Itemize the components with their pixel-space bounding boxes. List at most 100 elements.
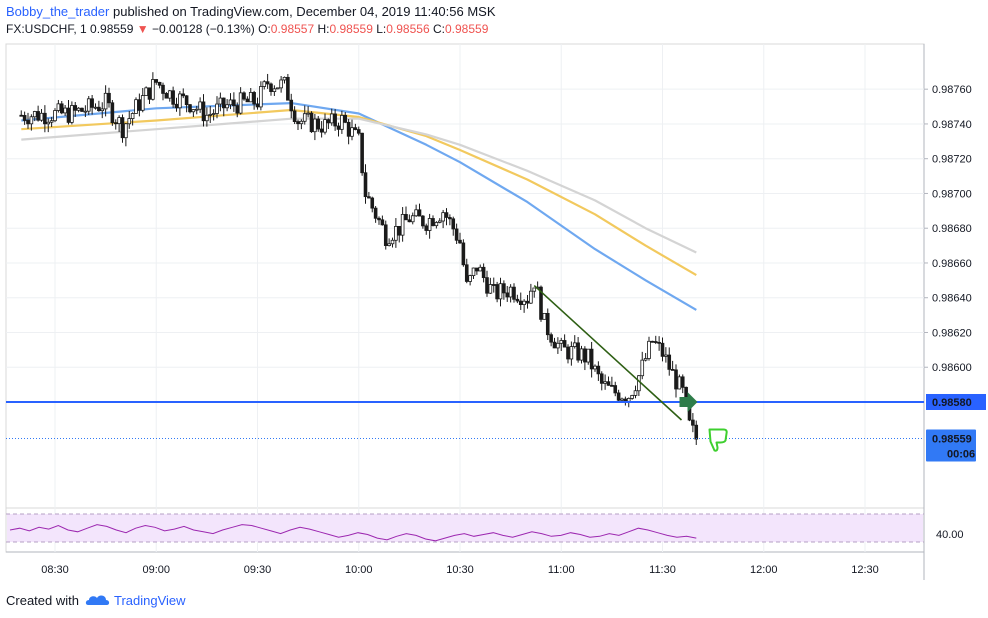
candle-down — [269, 83, 273, 92]
candle-down — [562, 340, 567, 348]
level-price-tag — [926, 393, 986, 410]
time-axis[interactable]: 08:30 09:00 09:30 10:00 10:30 11:00 11:30 12:00… — [41, 564, 879, 576]
candle-up — [387, 243, 391, 246]
candle-down — [545, 312, 550, 336]
candle-down — [309, 112, 314, 133]
candle-down — [110, 102, 115, 124]
candle-down — [475, 267, 479, 272]
published-text: published on TradingView.com, December 0… — [112, 4, 496, 19]
candle-up — [127, 118, 132, 125]
candle-up — [205, 114, 209, 122]
candle-down — [107, 92, 111, 104]
candle-down — [289, 99, 294, 112]
candle-up — [427, 218, 432, 231]
price-change: −0.00128 (−0.13%) — [152, 22, 255, 36]
candle-down — [512, 286, 516, 300]
candles — [19, 72, 699, 445]
candle-up — [238, 92, 243, 114]
price-tick-label: 0.98660 — [932, 258, 972, 270]
candle-down — [154, 79, 159, 83]
candle-down — [660, 342, 665, 357]
candle-down — [694, 424, 699, 440]
candle-up — [211, 113, 216, 115]
candle-up — [167, 90, 172, 99]
author-link[interactable]: Bobby_the_trader — [6, 4, 110, 19]
candle-up — [313, 118, 317, 133]
candle-down — [610, 384, 614, 387]
candle-up — [76, 107, 81, 111]
candle-up — [124, 123, 128, 139]
candle-up — [323, 119, 327, 133]
candle-down — [66, 107, 71, 123]
candle-down — [36, 111, 40, 121]
close-value: 0.98559 — [444, 22, 489, 36]
candle-down — [336, 125, 341, 130]
time-tick-label: 11:00 — [548, 564, 575, 576]
candle-down — [333, 113, 337, 127]
candle-up — [93, 106, 98, 109]
candle-down — [174, 103, 179, 109]
candle-up — [117, 117, 121, 125]
price-levels[interactable]: 0.98580 0.98559 00:06 — [6, 393, 986, 462]
last-price: 0.98559 — [90, 22, 134, 36]
trendline-drawing[interactable] — [533, 284, 683, 421]
candle-up — [56, 103, 61, 111]
candle-up — [640, 359, 645, 377]
tradingview-link[interactable]: TradingView — [114, 593, 186, 608]
candle-up — [262, 81, 267, 87]
candle-down — [383, 224, 388, 246]
close-label: C: — [432, 22, 445, 36]
open-label: O: — [258, 22, 271, 36]
candle-up — [32, 111, 37, 118]
candle-up — [340, 114, 344, 130]
candle-down — [346, 121, 351, 137]
candle-up — [620, 398, 624, 401]
candle-down — [343, 114, 348, 123]
candle-down — [370, 197, 375, 209]
candle-down — [181, 93, 186, 97]
price-tick-label: 0.98680 — [932, 223, 972, 235]
candle-up — [215, 103, 219, 114]
candle-up — [198, 101, 202, 110]
candle-down — [670, 368, 675, 371]
bar-countdown-label: 00:06 — [947, 448, 975, 460]
level-price-label: 0.98580 — [932, 397, 972, 409]
candle-up — [643, 358, 648, 361]
candle-down — [505, 292, 510, 298]
candle-down — [495, 284, 499, 300]
candle-down — [417, 209, 422, 217]
candle-down — [583, 348, 587, 363]
price-tick-label: 0.98640 — [932, 293, 972, 305]
candle-down — [613, 385, 618, 394]
candle-down — [485, 277, 489, 294]
candle-down — [232, 99, 236, 107]
candle-down — [404, 214, 408, 221]
rsi-band — [7, 514, 923, 542]
candle-down — [616, 392, 621, 401]
candle-up — [272, 88, 277, 92]
candle-up — [144, 87, 148, 96]
candle-up — [194, 108, 199, 111]
candle-down — [373, 207, 378, 219]
candle-up — [586, 348, 591, 363]
candle-up — [400, 214, 405, 236]
candle-up — [225, 104, 229, 109]
candle-down — [515, 298, 520, 302]
candle-down — [454, 228, 459, 241]
candle-down — [356, 129, 361, 134]
candle-down — [552, 341, 557, 349]
candle-down — [680, 376, 685, 388]
candle-down — [161, 84, 165, 94]
price-axis[interactable]: 0.98760 0.98740 0.98720 0.98700 0.98680 0.986… — [924, 84, 972, 374]
candle-down — [90, 98, 94, 108]
candle-up — [103, 92, 108, 110]
candle-down — [431, 218, 435, 227]
candle-down — [491, 284, 496, 286]
candle-down — [539, 286, 543, 320]
candle-down — [97, 106, 101, 112]
candle-up — [572, 342, 577, 347]
candle-down — [157, 81, 162, 86]
arrow-right-icon — [679, 391, 698, 412]
candle-up — [63, 107, 67, 114]
